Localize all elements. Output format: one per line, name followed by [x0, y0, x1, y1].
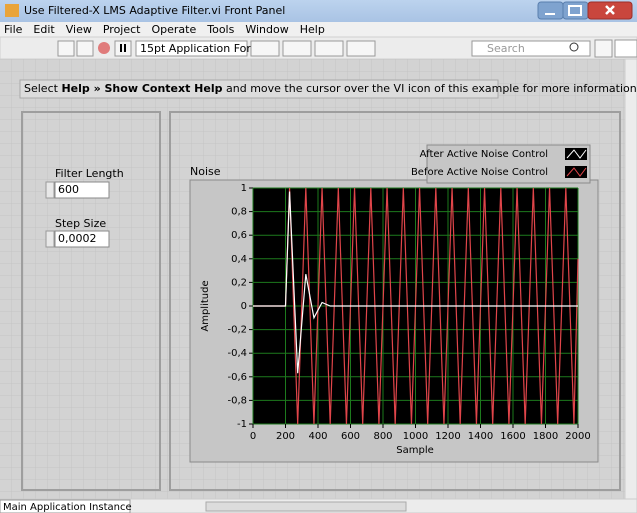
- run-button[interactable]: [58, 41, 74, 56]
- menu: File Edit View Project Operate Tools Window Hel…: [4, 23, 325, 36]
- minimize-button[interactable]: [538, 2, 563, 19]
- pause-glyph: [124, 44, 126, 52]
- status-text: Main Application Instance: [3, 502, 132, 513]
- y-tick-label: 0,2: [231, 277, 247, 288]
- instruction: Select Help » Show Context Help and move…: [24, 82, 637, 95]
- font-selector-text: 15pt Application Font: [140, 42, 258, 55]
- instruction-bold: Help » Show Context Help: [61, 82, 222, 95]
- control-label: Step Size: [55, 217, 106, 230]
- y-tick-label: -0,4: [227, 348, 247, 359]
- x-tick-label: 1600: [500, 431, 525, 442]
- y-tick-label: 0,8: [231, 207, 247, 218]
- resize-button[interactable]: [315, 41, 343, 56]
- search-placeholder: Search: [487, 42, 525, 55]
- reorder-button[interactable]: [347, 41, 375, 56]
- pause-glyph: [120, 44, 122, 52]
- y-tick-label: -0,8: [227, 395, 247, 406]
- app-icon: [5, 4, 19, 17]
- y-axis-label: Amplitude: [200, 280, 211, 331]
- menu-item[interactable]: Help: [300, 23, 325, 36]
- abort-button[interactable]: [98, 42, 110, 54]
- menu-item[interactable]: Window: [245, 23, 288, 36]
- x-tick-label: 200: [276, 431, 295, 442]
- distribute-button[interactable]: [283, 41, 311, 56]
- instruction-text: and move the cursor over the VI icon of …: [223, 82, 637, 95]
- horizontal-scrollbar[interactable]: [206, 502, 406, 511]
- align-button[interactable]: [251, 41, 279, 56]
- y-tick-label: -0,2: [227, 325, 247, 336]
- menu-item[interactable]: Project: [103, 23, 141, 36]
- menu-item[interactable]: Edit: [33, 23, 55, 36]
- x-tick-label: 800: [373, 431, 392, 442]
- vi-icon: [615, 40, 637, 57]
- menu-item[interactable]: File: [4, 23, 23, 36]
- maximize-button[interactable]: [563, 2, 588, 19]
- pause-button[interactable]: [115, 41, 131, 56]
- increment-arrows[interactable]: [46, 182, 54, 198]
- y-tick-label: 1: [241, 183, 247, 194]
- control-value: 0,0002: [58, 232, 97, 245]
- menu-item[interactable]: Operate: [151, 23, 196, 36]
- y-tick-label: 0,6: [231, 230, 247, 241]
- vertical-scrollbar[interactable]: [625, 59, 637, 499]
- legend-label: After Active Noise Control: [420, 149, 548, 160]
- x-tick-label: 2000: [565, 431, 590, 442]
- x-tick-label: 1000: [403, 431, 428, 442]
- menu-item[interactable]: View: [66, 23, 92, 36]
- x-tick-label: 600: [341, 431, 360, 442]
- x-tick-label: 0: [250, 431, 256, 442]
- graph-title: Noise: [190, 165, 221, 178]
- y-tick-label: 0,4: [231, 254, 247, 265]
- x-tick-label: 1400: [468, 431, 493, 442]
- front-panel-window: Use Filtered-X LMS Adaptive Filter.vi Fr…: [0, 0, 637, 513]
- legend-swatch: [565, 148, 587, 160]
- x-tick-label: 400: [308, 431, 327, 442]
- x-tick-label: 1200: [435, 431, 460, 442]
- y-tick-label: -0,6: [227, 372, 247, 383]
- page: Use Filtered-X LMS Adaptive Filter.vi Fr…: [0, 0, 637, 513]
- x-tick-label: 1800: [533, 431, 558, 442]
- window-title: Use Filtered-X LMS Adaptive Filter.vi Fr…: [24, 4, 285, 17]
- control-value: 600: [58, 183, 79, 196]
- legend-label: Before Active Noise Control: [411, 167, 548, 178]
- x-axis-label: Sample: [396, 445, 434, 456]
- run-continuous-button[interactable]: [77, 41, 93, 56]
- help-button[interactable]: [595, 40, 612, 57]
- control-label: Filter Length: [55, 167, 124, 180]
- menu-item[interactable]: Tools: [206, 23, 234, 36]
- instruction-text: Select: [24, 82, 61, 95]
- y-tick-label: 0: [241, 301, 247, 312]
- y-tick-label: -1: [237, 419, 247, 430]
- legend-swatch: [565, 166, 587, 178]
- increment-arrows[interactable]: [46, 231, 54, 247]
